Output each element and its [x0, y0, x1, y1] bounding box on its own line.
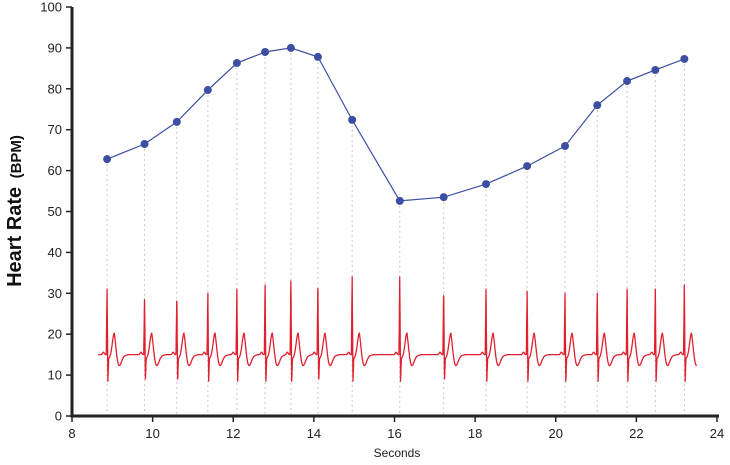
heart-rate-point	[172, 117, 181, 126]
axes: 0 10 20 30 40 50 60 70 80 90 100 8 10 12 14 16 18 20 22 24	[40, 0, 724, 441]
heart-rate-point	[348, 115, 357, 124]
y-tick-label: 70	[48, 122, 62, 137]
y-tick-label: 40	[48, 245, 62, 260]
x-tick-label: 12	[226, 426, 240, 441]
y-tick-label: 100	[40, 0, 62, 15]
heart-rate-point	[651, 65, 660, 74]
heart-rate-point	[623, 77, 632, 86]
heart-rate-point	[561, 142, 570, 151]
y-tick-label: 90	[48, 40, 62, 55]
x-tick-label: 24	[710, 426, 724, 441]
y-axis-label-unit: (BPM)	[8, 135, 25, 178]
heart-rate-point	[232, 59, 241, 68]
heart-rate-point	[103, 155, 112, 164]
x-tick-label: 20	[549, 426, 563, 441]
x-tick-label: 10	[145, 426, 159, 441]
heart-rate-point	[395, 196, 404, 205]
y-tick-label: 20	[48, 327, 62, 342]
x-tick-label: 8	[68, 426, 75, 441]
x-axis-label: Seconds	[374, 446, 421, 460]
y-tick-label: 0	[55, 409, 62, 424]
heart-rate-point	[482, 180, 491, 189]
heart-rate-point	[680, 54, 689, 63]
heart-rate-point	[261, 47, 270, 56]
heart-rate-series	[103, 43, 689, 205]
heart-rate-point	[523, 162, 532, 171]
heart-rate-point	[439, 193, 448, 202]
ecg-line	[97, 276, 698, 382]
heart-rate-point	[593, 101, 602, 110]
heart-rate-point	[140, 140, 149, 149]
x-tick-label: 14	[307, 426, 321, 441]
y-tick-label: 30	[48, 286, 62, 301]
heart-rate-line	[106, 47, 685, 202]
x-tick-label: 18	[468, 426, 482, 441]
y-axis-label: Heart Rate (BPM)	[4, 135, 26, 287]
y-tick-label: 80	[48, 81, 62, 96]
heart-rate-point	[203, 86, 212, 95]
heart-rate-point	[313, 52, 322, 61]
y-tick-label: 50	[48, 204, 62, 219]
y-tick-label: 10	[48, 368, 62, 383]
y-axis-label-main: Heart Rate	[4, 187, 26, 287]
x-tick-label: 16	[387, 426, 401, 441]
x-tick-label: 22	[629, 426, 643, 441]
heart-rate-point	[286, 43, 295, 52]
y-tick-label: 60	[48, 163, 62, 178]
ecg-trace	[97, 276, 698, 382]
